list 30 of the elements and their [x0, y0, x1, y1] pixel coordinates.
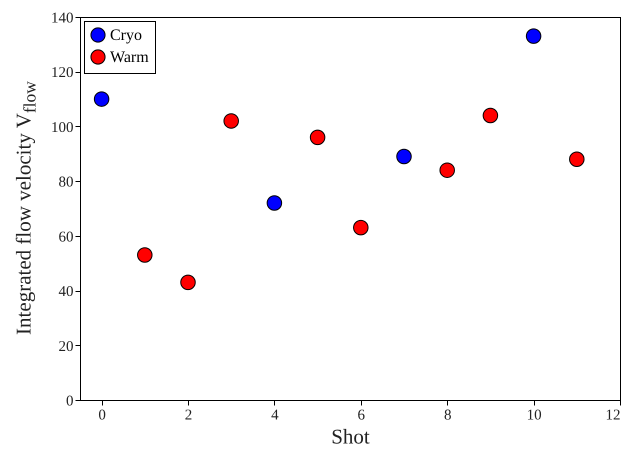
legend-label: Warm	[110, 49, 150, 66]
point	[137, 247, 153, 263]
y-tick-label: 140	[51, 10, 74, 26]
x-tick-label: 8	[444, 408, 452, 424]
point	[223, 113, 239, 129]
point	[310, 130, 326, 146]
y-tick-label: 40	[58, 284, 74, 300]
x-tick-label: 4	[271, 408, 280, 424]
point	[439, 162, 455, 178]
x-tick-label: 10	[526, 408, 542, 424]
point	[180, 274, 196, 290]
x-tick-label: 2	[184, 408, 192, 424]
legend-label: Cryo	[110, 27, 142, 44]
y-tick-label: 80	[58, 174, 74, 191]
point	[94, 91, 110, 107]
point	[482, 108, 498, 124]
y-tick-label: 60	[58, 229, 74, 246]
x-tick-label: 6	[358, 408, 366, 424]
point	[266, 195, 282, 211]
y-tick-label: 0	[66, 394, 74, 410]
x-tick-label: 0	[98, 408, 106, 424]
x-tick-label: 12	[606, 408, 620, 424]
point	[526, 28, 542, 44]
point	[569, 152, 585, 167]
point	[396, 148, 412, 164]
x-axis-title: Shot	[331, 424, 370, 448]
point	[353, 220, 369, 236]
y-tick-label: 120	[51, 65, 74, 82]
y-tick-label: 100	[51, 120, 74, 136]
y-tick-label: 20	[58, 338, 74, 355]
